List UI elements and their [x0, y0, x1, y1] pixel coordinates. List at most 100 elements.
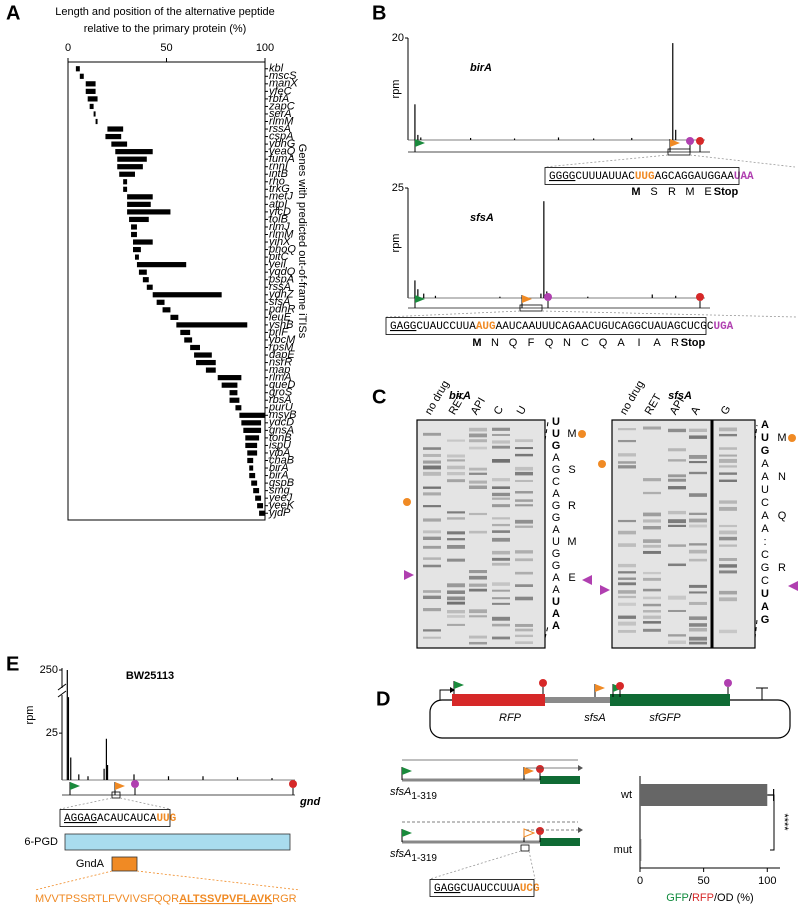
gel-band	[643, 621, 661, 624]
range-bar	[247, 457, 254, 464]
range-bar	[127, 201, 151, 207]
flag	[524, 767, 534, 775]
range-bar	[253, 488, 260, 494]
gel-band	[719, 427, 737, 432]
gel-band	[689, 623, 707, 627]
gel-band	[689, 627, 707, 632]
sequence: AGGAGACAUCAUCAUUG	[64, 813, 177, 825]
gel-band	[423, 608, 441, 612]
panel-label: B	[372, 2, 386, 24]
gel-band	[469, 433, 487, 438]
lane-label: G	[719, 404, 734, 417]
initiation-marker	[788, 434, 796, 442]
sequence-letter: G	[761, 445, 770, 457]
gene-label: gspB	[269, 477, 294, 489]
gene-block	[610, 694, 730, 706]
gel-band	[618, 595, 636, 599]
range-bar	[131, 231, 137, 238]
protein-bar	[64, 833, 291, 851]
gel-band	[447, 538, 465, 541]
gel-band	[689, 428, 707, 432]
chart-title: Length and position of the alternative p…	[55, 6, 275, 18]
range-bar	[251, 480, 258, 486]
gel-band	[618, 543, 636, 547]
gene-label: birA	[269, 462, 289, 474]
gene-name: sfsA	[470, 212, 494, 224]
gel-band	[492, 616, 510, 621]
range-bar	[131, 224, 137, 230]
amino-acid: C	[581, 337, 589, 349]
gel-band	[492, 602, 510, 605]
gel-band	[515, 439, 533, 443]
gel-band	[515, 453, 533, 457]
gel-band	[719, 479, 737, 482]
gene-label: ybhG	[268, 138, 296, 150]
initiation-marker	[403, 498, 411, 506]
gene-label: rlmM	[269, 228, 294, 240]
range-bar	[255, 495, 262, 501]
amino-acid: M	[685, 186, 694, 198]
bar	[640, 839, 642, 861]
gel-band	[689, 641, 707, 645]
gel-band	[492, 636, 510, 640]
gel-band	[515, 596, 533, 601]
gel-band	[515, 558, 533, 562]
flag	[402, 767, 412, 775]
gel-band	[689, 591, 707, 594]
gene-label: fumA	[269, 153, 295, 165]
sequence-letter: U	[761, 588, 769, 600]
gel-band	[515, 623, 533, 627]
gel-band	[447, 583, 465, 588]
amino-acid: Stop	[714, 186, 739, 198]
gel-band	[423, 545, 441, 549]
gene-label: birA	[269, 469, 289, 481]
gel-band	[447, 544, 465, 549]
gel-band	[469, 480, 487, 484]
gel-band	[447, 601, 465, 605]
gene-label: metJ	[269, 191, 293, 203]
amino-acid: Q	[778, 510, 787, 522]
range-bar	[133, 239, 153, 245]
y-axis-label: Genes with predicted out-of-frame iTISs	[296, 144, 308, 339]
gel-band	[469, 635, 487, 639]
gene-label: ybcM	[268, 334, 296, 346]
range-bar	[247, 450, 258, 456]
sequence-letter: A	[552, 572, 560, 584]
gel-band	[492, 582, 510, 586]
termination-marker	[582, 575, 592, 585]
range-bar	[117, 164, 143, 170]
range-bar	[85, 88, 96, 94]
gel-band	[668, 634, 686, 637]
axis-break	[57, 690, 67, 698]
range-bar	[229, 390, 238, 396]
gel-band	[618, 563, 636, 568]
gel-band	[719, 465, 737, 468]
lane-label: API	[469, 396, 488, 417]
gel-band	[469, 439, 487, 443]
gene-label: yeiI	[268, 259, 286, 271]
amino-acid: A	[617, 337, 625, 349]
gel-band	[719, 570, 737, 574]
range-bar	[257, 503, 264, 509]
gel-band	[423, 530, 441, 534]
gel-band	[643, 628, 661, 632]
gel-band	[515, 571, 533, 575]
gel-band	[618, 602, 636, 606]
amino-acid: Q	[599, 337, 608, 349]
range-bar	[89, 103, 94, 110]
gene-label: gnsA	[269, 424, 294, 436]
range-bar	[221, 382, 238, 388]
sequence: GAGGCUAUCCUUAUCG	[434, 883, 540, 895]
lollipop	[544, 293, 552, 301]
range-bar	[259, 510, 265, 516]
guide-line	[544, 421, 549, 441]
gel-title: sfsA	[668, 390, 692, 402]
amino-acid: N	[778, 471, 786, 483]
range-bar	[146, 284, 153, 290]
gene-label: sfGFP	[649, 712, 681, 724]
x-tick-label: 100	[758, 875, 776, 887]
sequence-letter: U	[552, 596, 560, 608]
gene-label: rlmJ	[269, 221, 290, 233]
lane-label: U	[515, 404, 529, 417]
gene-label: queD	[269, 379, 295, 391]
